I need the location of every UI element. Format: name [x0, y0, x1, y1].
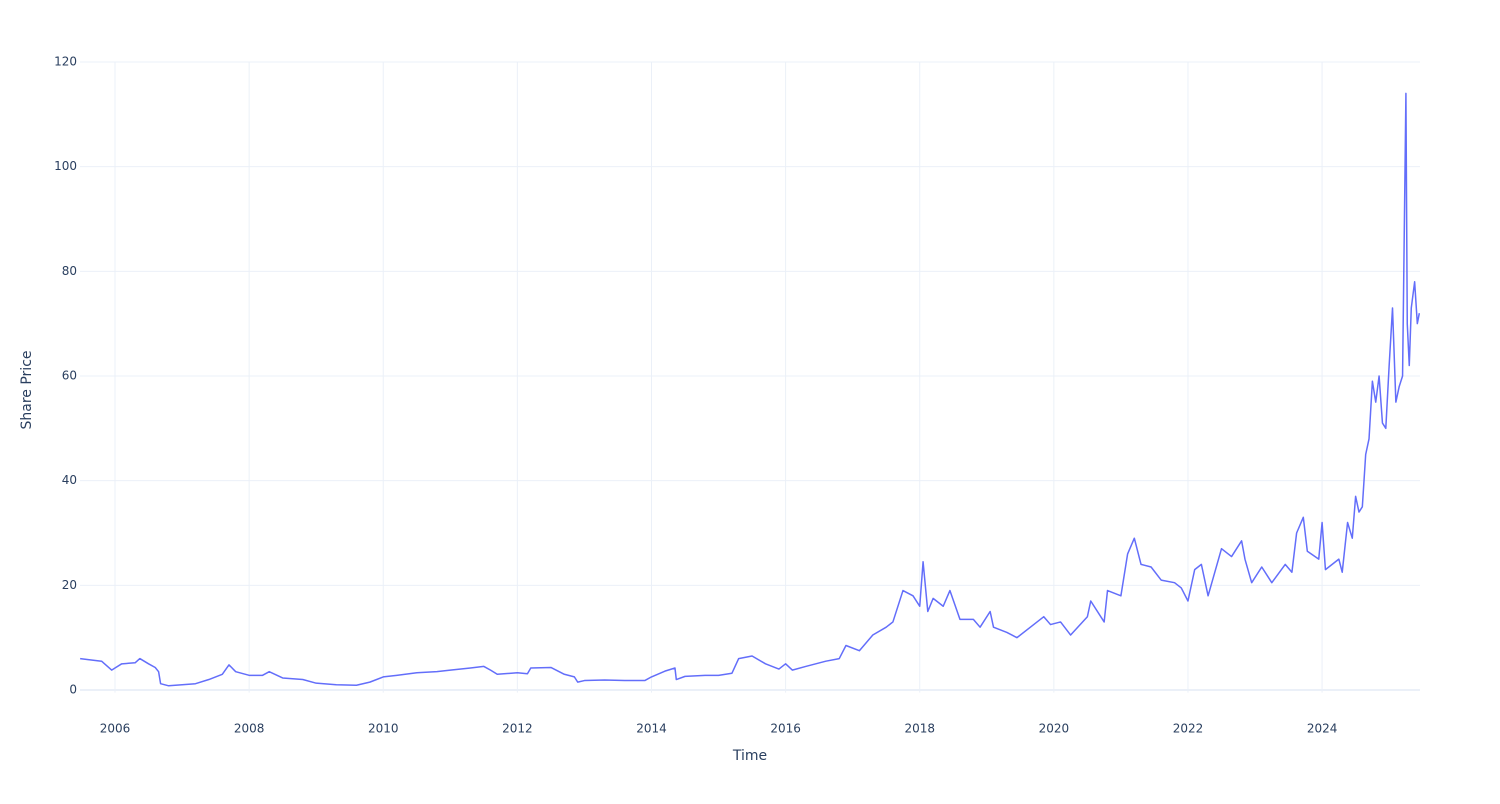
y-tick-label: 40: [62, 473, 77, 487]
x-tick-label: 2020: [1039, 722, 1070, 736]
y-tick-label: 100: [54, 159, 77, 173]
x-axis-title: Time: [732, 748, 767, 764]
x-tick-label: 2008: [234, 722, 265, 736]
x-tick-label: 2006: [100, 722, 131, 736]
x-tick-label: 2022: [1173, 722, 1204, 736]
y-tick-label: 120: [54, 55, 77, 69]
x-tick-label: 2018: [904, 722, 935, 736]
x-tick-label: 2012: [502, 722, 533, 736]
y-axis-title: Share Price: [19, 350, 35, 429]
y-tick-label: 20: [62, 578, 77, 592]
x-tick-label: 2014: [636, 722, 667, 736]
x-tick-label: 2016: [770, 722, 801, 736]
price-line: [80, 92, 1421, 687]
y-tick-label: 60: [62, 368, 77, 382]
y-tick-label: 80: [62, 264, 77, 278]
x-tick-label: 2024: [1307, 722, 1338, 736]
x-tick-label: 2010: [368, 722, 399, 736]
y-tick-label: 0: [69, 682, 77, 696]
